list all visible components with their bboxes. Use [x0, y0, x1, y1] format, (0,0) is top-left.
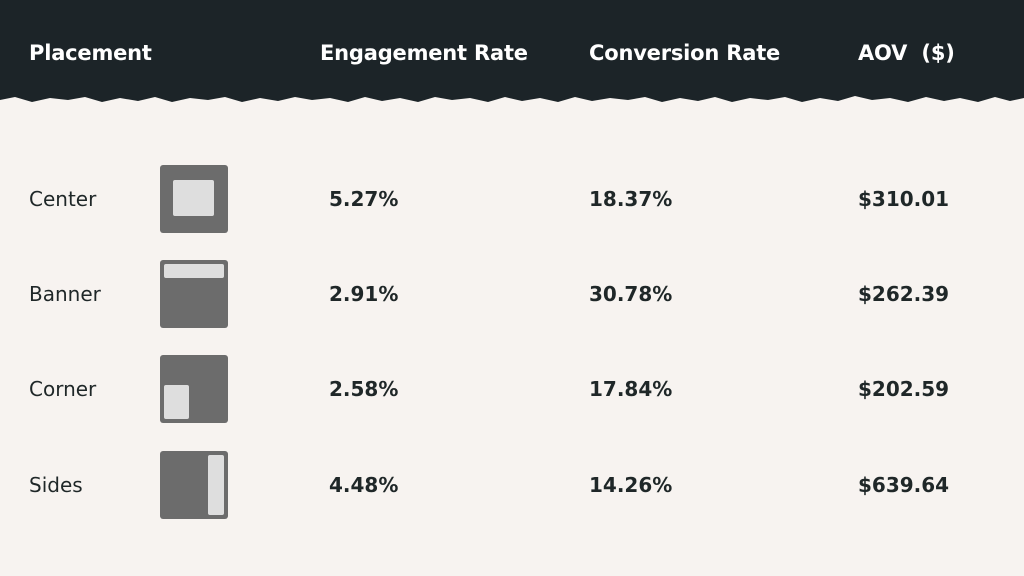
- table-row: Corner 2.58% 17.84% $202.59: [0, 354, 1024, 424]
- banner-layout-icon: [160, 260, 228, 328]
- table-row: Sides 4.48% 14.26% $639.64: [0, 450, 1024, 520]
- placement-name: Corner: [29, 377, 97, 401]
- aov-value: $310.01: [858, 187, 950, 211]
- corner-layout-icon: [160, 355, 228, 423]
- column-header-placement: Placement: [29, 41, 152, 65]
- placement-name: Center: [29, 187, 97, 211]
- aov-value: $202.59: [858, 377, 950, 401]
- engagement-rate-value: 4.48%: [329, 473, 399, 497]
- table-header: Placement Engagement Rate Conversion Rat…: [0, 0, 1024, 112]
- column-header-engagement-rate: Engagement Rate: [320, 41, 528, 65]
- engagement-rate-value: 2.58%: [329, 377, 399, 401]
- sides-layout-icon: [160, 451, 228, 519]
- conversion-rate-value: 14.26%: [589, 473, 673, 497]
- table-row: Banner 2.91% 30.78% $262.39: [0, 259, 1024, 329]
- center-layout-icon: [160, 165, 228, 233]
- placement-name: Sides: [29, 473, 83, 497]
- aov-value: $262.39: [858, 282, 950, 306]
- engagement-rate-value: 5.27%: [329, 187, 399, 211]
- engagement-rate-value: 2.91%: [329, 282, 399, 306]
- header-torn-background: [0, 0, 1024, 102]
- conversion-rate-value: 30.78%: [589, 282, 673, 306]
- conversion-rate-value: 17.84%: [589, 377, 673, 401]
- column-header-conversion-rate: Conversion Rate: [589, 41, 781, 65]
- conversion-rate-value: 18.37%: [589, 187, 673, 211]
- placement-name: Banner: [29, 282, 101, 306]
- aov-value: $639.64: [858, 473, 950, 497]
- table-row: Center 5.27% 18.37% $310.01: [0, 164, 1024, 234]
- column-header-aov: AOV ($): [858, 41, 955, 65]
